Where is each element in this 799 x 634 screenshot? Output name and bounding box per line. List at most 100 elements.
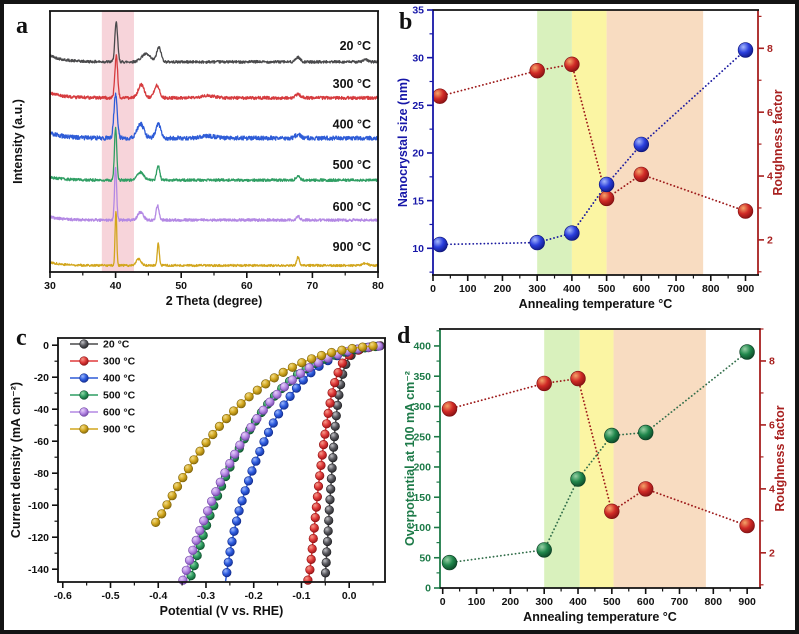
x-tick-label: 700 — [667, 283, 685, 295]
y-tick-label: 250 — [413, 431, 431, 443]
data-series — [432, 42, 754, 253]
y-axis-ticks-left: 10 15 20 25 30 35 — [412, 5, 433, 273]
svg-text:600 °C: 600 °C — [333, 200, 371, 214]
temperature-bands — [537, 10, 704, 275]
svg-text:Current density (mA cm⁻²): Current density (mA cm⁻²) — [9, 382, 23, 538]
svg-text:900 °C: 900 °C — [103, 424, 136, 436]
x-tick-label: -0.1 — [292, 590, 310, 602]
trend-line-1 — [448, 351, 749, 564]
band — [579, 329, 614, 588]
y-tick-label: 200 — [413, 462, 431, 474]
svg-text:600 °C: 600 °C — [103, 407, 136, 419]
xrd-curve-1 — [49, 54, 379, 101]
x-tick-label: 100 — [468, 596, 486, 608]
svg-text:500 °C: 500 °C — [333, 158, 371, 172]
y-axis-ticks-right: 2 4 6 8 — [758, 15, 773, 273]
xrd-curve-2 — [49, 92, 379, 141]
polarization-curves-chart: -0.6 -0.5 -0.4 -0.3 -0.2 -0.1 0.0 0 -20 -40 -60 -80… — [9, 337, 386, 618]
y-tick-label: 300 — [413, 401, 431, 413]
y-tick-label: 35 — [412, 5, 424, 17]
svg-text:2 Theta (degree): 2 Theta (degree) — [166, 294, 263, 308]
x-tick-label: 600 — [633, 283, 651, 295]
lsv-curve-4 — [181, 345, 379, 582]
svg-text:Nanocrystal size (nm): Nanocrystal size (nm) — [396, 78, 410, 207]
svg-text:20 °C: 20 °C — [340, 39, 371, 53]
legend: 20 °C 300 °C 400 °C 500 °C 600 °C 900 °C — [70, 339, 136, 436]
x-tick-label: 50 — [175, 280, 187, 292]
band — [613, 329, 706, 588]
y-axis-ticks-left: 0 -20 -40 -60 -80 -100 -120 -140 — [28, 340, 58, 576]
y-tick-label: 30 — [412, 52, 424, 64]
y-tick-label: 4 — [767, 171, 773, 183]
y-tick-label: 0 — [425, 583, 431, 595]
data-series — [441, 344, 755, 571]
x-tick-label: 0 — [440, 596, 446, 608]
lsv-markers-0 — [320, 341, 385, 578]
trend-line-0 — [448, 377, 749, 527]
x-axis-ticks: 30 40 50 60 70 80 — [44, 272, 384, 292]
nanocrystal-size-chart: 0 100 200 300 400 500 600 700 800 900 10 15 20 25 30 35… — [396, 5, 785, 311]
y-tick-label: 8 — [767, 43, 773, 55]
y-tick-label: 8 — [769, 356, 775, 368]
svg-text:400 °C: 400 °C — [333, 118, 371, 132]
svg-text:900 °C: 900 °C — [333, 240, 371, 254]
x-tick-label: 700 — [671, 596, 689, 608]
svg-text:Annealing temperature °C: Annealing temperature °C — [523, 610, 677, 624]
x-tick-label: -0.4 — [149, 590, 167, 602]
markers-0 — [441, 370, 755, 534]
lsv-curves — [151, 341, 385, 585]
y-tick-label: -20 — [34, 372, 49, 384]
y-tick-label: 6 — [769, 420, 775, 432]
y-tick-label: -140 — [28, 564, 49, 576]
band — [606, 10, 704, 275]
xrd-chart: 20 °C 300 °C 400 °C 500 °C 600 °C 900 °C 30 40 5… — [11, 10, 384, 308]
x-tick-label: 500 — [603, 596, 621, 608]
trend-line-1 — [439, 49, 747, 246]
x-axis-ticks: 0 100 200 300 400 500 600 700 800 900 — [440, 588, 756, 608]
x-tick-label: 300 — [528, 283, 546, 295]
y-tick-label: 10 — [412, 243, 424, 255]
x-tick-label: -0.6 — [54, 590, 72, 602]
panel-letter-c: c — [16, 325, 27, 351]
x-tick-label: 500 — [598, 283, 616, 295]
svg-text:400 °C: 400 °C — [103, 373, 136, 385]
y-tick-label: 6 — [767, 107, 773, 119]
svg-text:Roughness factor: Roughness factor — [773, 405, 787, 511]
lsv-markers-5 — [151, 341, 378, 527]
xrd-curve-4 — [49, 166, 379, 223]
x-tick-label: -0.5 — [101, 590, 119, 602]
svg-text:Potential (V vs. RHE): Potential (V vs. RHE) — [160, 604, 284, 618]
x-tick-label: 300 — [535, 596, 553, 608]
svg-text:500 °C: 500 °C — [103, 390, 136, 402]
panel-letter-b: b — [399, 9, 413, 35]
xrd-curve-0 — [49, 21, 379, 64]
xrd-plot: 20 °C 300 °C 400 °C 500 °C 600 °C 900 °C 30 40 5… — [11, 10, 384, 308]
svg-text:300 °C: 300 °C — [103, 356, 136, 368]
y-tick-label: -120 — [28, 532, 49, 544]
y-tick-label: 25 — [412, 100, 424, 112]
x-tick-label: 800 — [705, 596, 723, 608]
scatter-plot: 0 100 200 300 400 500 600 700 800 900 10 15 20 25 30 35… — [396, 5, 785, 311]
svg-text:Roughness factor: Roughness factor — [771, 89, 785, 195]
x-tick-label: 40 — [110, 280, 122, 292]
y-axis-ticks-left: 0 50 100 150 200 250 300 350 400 — [413, 330, 440, 595]
svg-text:20 °C: 20 °C — [103, 339, 130, 351]
y-tick-label: 15 — [412, 195, 424, 207]
panel-letter-d: d — [397, 323, 411, 349]
y-tick-label: -60 — [34, 436, 49, 448]
x-tick-label: 900 — [737, 283, 755, 295]
y-tick-label: 150 — [413, 492, 431, 504]
lsv-curve-3 — [188, 345, 376, 582]
lsv-plot: -0.6 -0.5 -0.4 -0.3 -0.2 -0.1 0.0 0 -20 -40 -60 -80… — [9, 337, 386, 618]
y-tick-label: 50 — [419, 552, 431, 564]
y-tick-label: 100 — [413, 522, 431, 534]
y-tick-label: 2 — [767, 235, 773, 247]
svg-text:Intensity (a.u.): Intensity (a.u.) — [11, 99, 25, 184]
x-axis-ticks: 0 100 200 300 400 500 600 700 800 900 — [430, 275, 754, 295]
x-tick-label: -0.2 — [245, 590, 263, 602]
lsv-markers-3 — [186, 341, 381, 581]
y-axis-ticks-right: 2 4 6 8 — [760, 328, 775, 586]
overpotential-chart: 0 100 200 300 400 500 600 700 800 900 0 50 100 150 200… — [403, 328, 787, 624]
y-tick-label: 400 — [413, 341, 431, 353]
x-tick-label: 900 — [738, 596, 756, 608]
